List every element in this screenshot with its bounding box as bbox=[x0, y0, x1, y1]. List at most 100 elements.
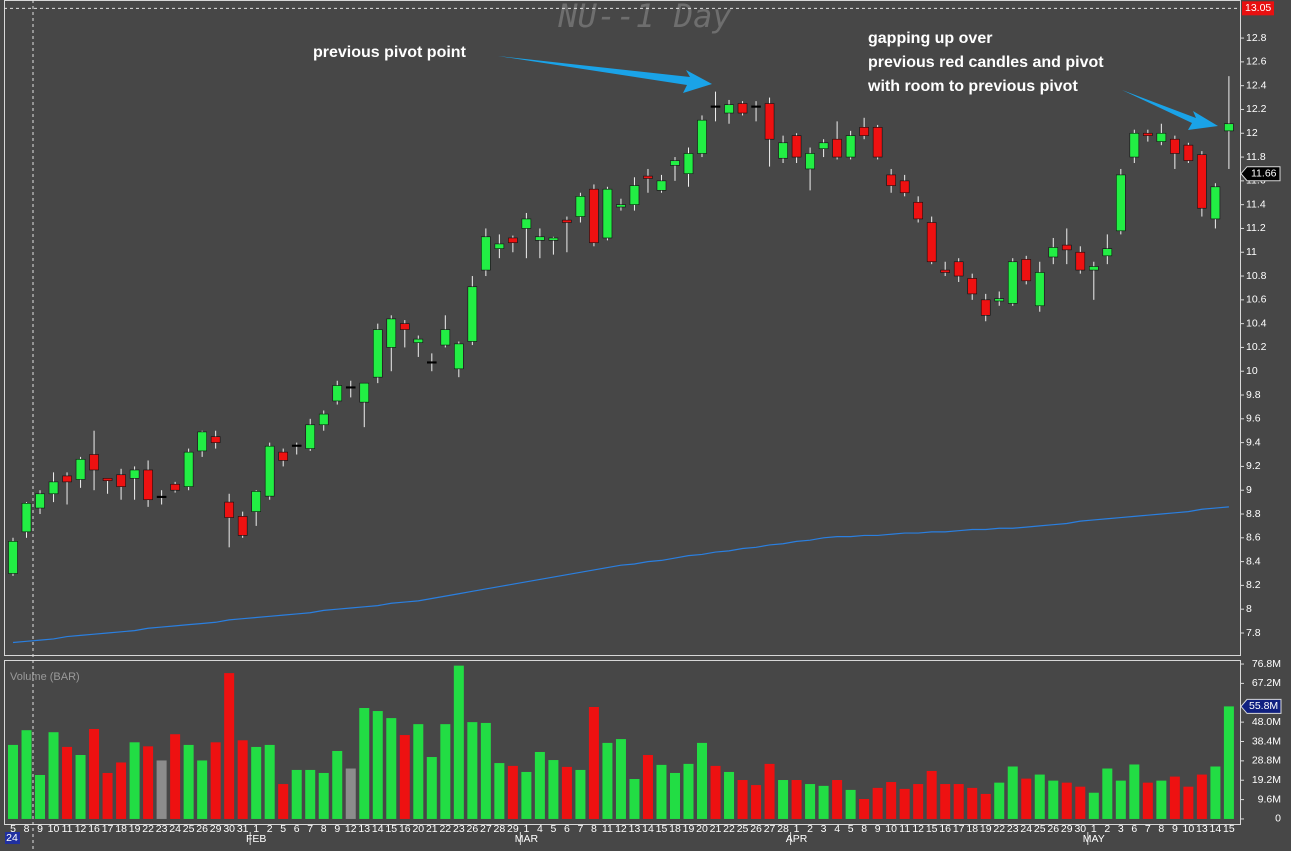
volume-bar bbox=[1142, 782, 1153, 819]
candle-body bbox=[332, 385, 343, 402]
volume-bar bbox=[440, 724, 451, 819]
volume-bar bbox=[521, 771, 532, 819]
volume-bar bbox=[548, 760, 559, 819]
volume-bar bbox=[224, 673, 235, 819]
volume-bar bbox=[1007, 766, 1018, 819]
volume-bar bbox=[669, 772, 680, 819]
candle-body bbox=[926, 222, 937, 263]
x-tick-label: 13 bbox=[629, 823, 641, 835]
volume-bar bbox=[1196, 774, 1207, 819]
volume-bar bbox=[480, 722, 491, 819]
x-tick-label: 23 bbox=[1007, 823, 1019, 835]
x-tick-label: 20 bbox=[412, 823, 424, 835]
candle-body bbox=[305, 424, 316, 449]
volume-bar bbox=[1183, 786, 1194, 819]
volume-bar bbox=[210, 742, 221, 819]
annotation-arrow bbox=[498, 56, 712, 93]
x-tick-label: 10 bbox=[48, 823, 60, 835]
y-tick-label: 12.6 bbox=[1246, 56, 1267, 68]
candle-body bbox=[170, 483, 180, 491]
annotation-text: with room to previous pivot bbox=[867, 78, 1078, 95]
x-tick-label: 5 bbox=[280, 823, 286, 835]
x-tick-label: 8 bbox=[321, 823, 327, 835]
volume-tick-label: 67.2M bbox=[1252, 677, 1281, 689]
candle-body bbox=[1197, 154, 1207, 209]
x-tick-label: 24 bbox=[1020, 823, 1032, 835]
x-tick-label: 5 bbox=[10, 823, 16, 835]
volume-bar bbox=[872, 787, 883, 819]
x-tick-label: 16 bbox=[399, 823, 411, 835]
y-tick-label: 10.8 bbox=[1246, 270, 1267, 282]
volume-bar bbox=[791, 780, 802, 819]
volume-bar bbox=[913, 784, 924, 819]
candle-body bbox=[710, 105, 721, 108]
volume-bar bbox=[967, 787, 978, 819]
candle-body bbox=[1156, 132, 1167, 142]
volume-label: Volume (BAR) bbox=[10, 671, 80, 683]
candle-body bbox=[89, 454, 99, 471]
candle-body bbox=[481, 236, 491, 271]
volume-bar bbox=[413, 724, 424, 819]
x-tick-label: 5 bbox=[550, 823, 556, 835]
volume-bar bbox=[1061, 782, 1072, 819]
candle-body bbox=[575, 196, 586, 217]
x-tick-label: 30 bbox=[223, 823, 235, 835]
volume-bar bbox=[764, 763, 775, 819]
candle-body bbox=[805, 153, 815, 170]
volume-bar bbox=[953, 784, 964, 819]
year-label: 24 bbox=[6, 832, 18, 844]
x-tick-label: 1 bbox=[253, 823, 259, 835]
x-tick-label: 27 bbox=[764, 823, 776, 835]
x-tick-label: 11 bbox=[602, 823, 613, 835]
candle-body bbox=[21, 502, 32, 533]
volume-bar bbox=[1156, 780, 1167, 819]
volume-bar bbox=[1102, 768, 1113, 819]
candle-body bbox=[589, 188, 599, 244]
candle-body bbox=[1061, 244, 1072, 251]
y-tick-label: 10 bbox=[1246, 365, 1258, 377]
y-tick-label: 11.2 bbox=[1246, 222, 1266, 234]
candle-body bbox=[1143, 132, 1153, 136]
y-tick-label: 8 bbox=[1246, 603, 1252, 615]
candle-body bbox=[1224, 123, 1234, 132]
volume-bar bbox=[237, 740, 248, 819]
candle-body bbox=[467, 286, 478, 342]
moving-average bbox=[12, 506, 1229, 644]
candle-body bbox=[129, 469, 140, 479]
volume-bar bbox=[332, 750, 343, 819]
volume-bar bbox=[386, 718, 397, 819]
candle-body bbox=[791, 135, 802, 158]
x-tick-label: 10 bbox=[885, 823, 897, 835]
volume-bar bbox=[156, 760, 167, 819]
volume-bar bbox=[1115, 780, 1126, 819]
volume-bar bbox=[359, 708, 370, 819]
x-tick-label: 22 bbox=[723, 823, 735, 835]
y-tick-label: 12.8 bbox=[1246, 32, 1267, 44]
candle-body bbox=[872, 127, 883, 158]
x-tick-label: 26 bbox=[196, 823, 208, 835]
y-tick-label: 9.2 bbox=[1246, 460, 1261, 472]
x-tick-label: 10 bbox=[1183, 823, 1195, 835]
candle-body bbox=[980, 299, 991, 316]
y-tick-label: 11.8 bbox=[1246, 151, 1266, 163]
x-tick-label: 26 bbox=[466, 823, 478, 835]
price-panel bbox=[4, 0, 1241, 656]
candle-body bbox=[764, 103, 775, 140]
x-tick-label: 11 bbox=[62, 823, 73, 835]
x-tick-label: 4 bbox=[834, 823, 840, 835]
candle-body bbox=[656, 180, 667, 191]
volume-bar bbox=[372, 711, 383, 819]
volume-bar bbox=[1021, 778, 1032, 819]
volume-tick-label: 0 bbox=[1275, 813, 1281, 825]
x-tick-label: 3 bbox=[1118, 823, 1124, 835]
candle-body bbox=[210, 436, 221, 443]
volume-tick-label: 19.2M bbox=[1252, 774, 1281, 786]
x-tick-label: 14 bbox=[642, 823, 654, 835]
x-tick-label: 17 bbox=[102, 823, 114, 835]
y-tick-label: 8.8 bbox=[1246, 508, 1261, 520]
volume-bar bbox=[697, 742, 708, 819]
x-tick-label: 21 bbox=[426, 823, 438, 835]
candle-body bbox=[278, 451, 289, 461]
